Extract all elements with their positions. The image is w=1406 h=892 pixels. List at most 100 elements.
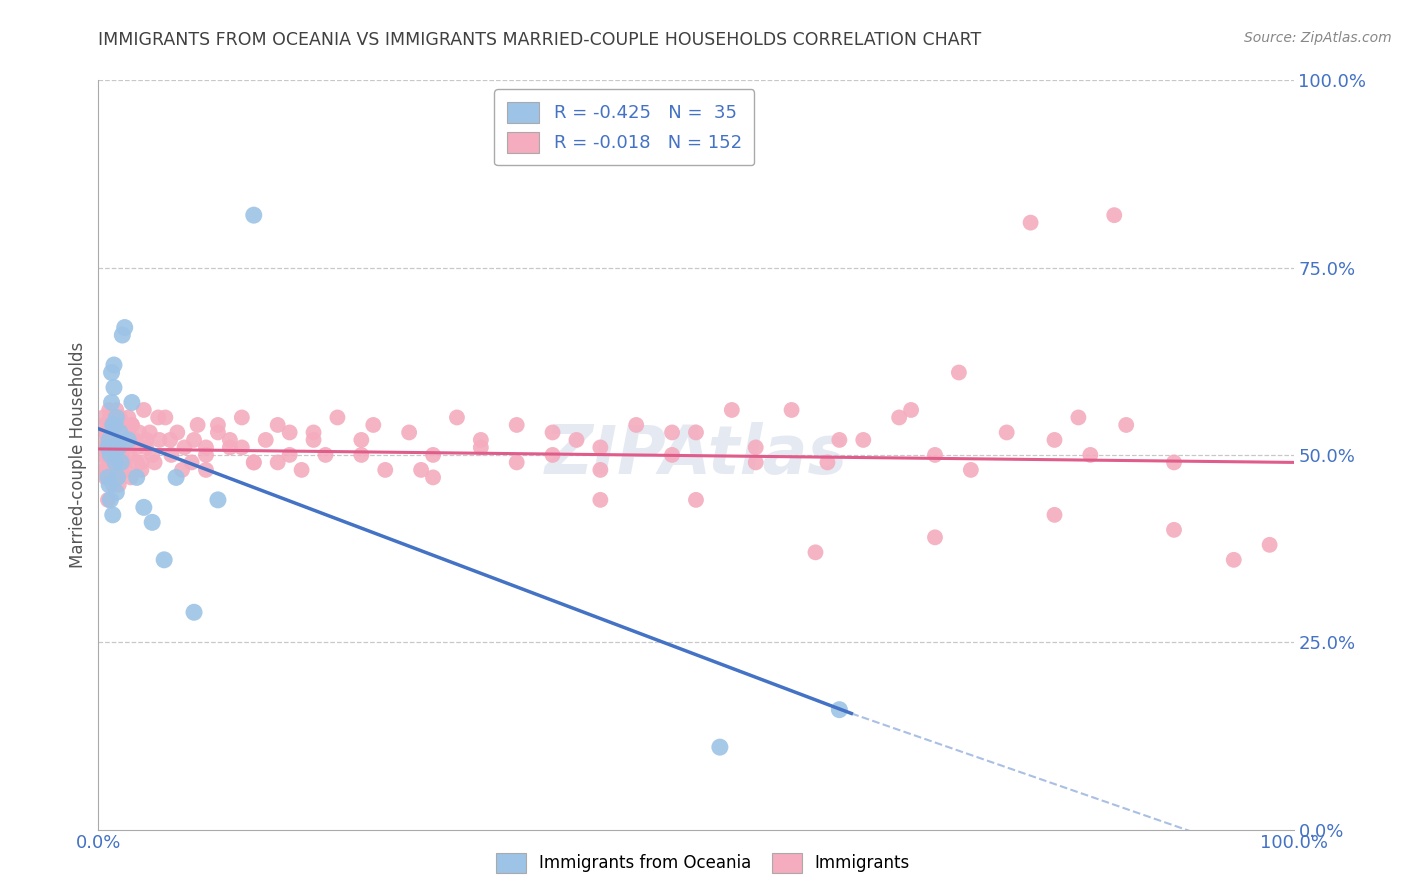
Point bbox=[565, 433, 588, 447]
Point bbox=[107, 470, 129, 484]
Point bbox=[219, 433, 242, 447]
Point bbox=[98, 478, 121, 492]
Point bbox=[180, 455, 202, 469]
Point bbox=[173, 441, 195, 455]
Point bbox=[107, 417, 129, 432]
Point bbox=[721, 403, 744, 417]
Point bbox=[94, 470, 117, 484]
Point bbox=[183, 605, 205, 619]
Point bbox=[889, 410, 911, 425]
Point bbox=[105, 410, 128, 425]
Point bbox=[107, 448, 129, 462]
Point bbox=[110, 425, 132, 440]
Text: Source: ZipAtlas.com: Source: ZipAtlas.com bbox=[1244, 31, 1392, 45]
Point bbox=[231, 441, 253, 455]
Point bbox=[254, 433, 277, 447]
Point bbox=[685, 492, 707, 507]
Point bbox=[131, 455, 153, 469]
Point bbox=[105, 425, 128, 440]
Point bbox=[231, 410, 253, 425]
Point bbox=[541, 425, 564, 440]
Point bbox=[128, 425, 150, 440]
Point bbox=[1019, 216, 1042, 230]
Point bbox=[101, 433, 124, 447]
Point bbox=[422, 448, 444, 462]
Point bbox=[148, 433, 170, 447]
Point bbox=[828, 703, 851, 717]
Point bbox=[98, 410, 122, 425]
Point bbox=[661, 425, 683, 440]
Point bbox=[117, 433, 139, 447]
Point bbox=[125, 441, 148, 455]
Point bbox=[589, 441, 612, 455]
Point bbox=[267, 417, 290, 432]
Point bbox=[98, 448, 122, 462]
Point bbox=[1080, 448, 1102, 462]
Point bbox=[96, 425, 118, 440]
Y-axis label: Married-couple Households: Married-couple Households bbox=[69, 342, 87, 568]
Point bbox=[960, 463, 983, 477]
Point bbox=[541, 448, 564, 462]
Point bbox=[422, 470, 444, 484]
Point bbox=[97, 433, 120, 447]
Point bbox=[315, 448, 337, 462]
Point bbox=[626, 417, 648, 432]
Point bbox=[374, 463, 396, 477]
Point bbox=[107, 425, 129, 440]
Point bbox=[302, 433, 325, 447]
Legend: R = -0.425   N =  35, R = -0.018   N = 152: R = -0.425 N = 35, R = -0.018 N = 152 bbox=[494, 89, 755, 165]
Point bbox=[96, 463, 118, 477]
Point bbox=[114, 455, 136, 469]
Point bbox=[105, 485, 128, 500]
Point bbox=[94, 425, 117, 440]
Point bbox=[103, 433, 125, 447]
Point bbox=[506, 455, 529, 469]
Point bbox=[195, 441, 218, 455]
Point bbox=[108, 441, 131, 455]
Point bbox=[1258, 538, 1281, 552]
Point bbox=[97, 433, 120, 447]
Point bbox=[121, 417, 143, 432]
Point bbox=[132, 500, 155, 515]
Point bbox=[350, 433, 373, 447]
Point bbox=[101, 478, 124, 492]
Point bbox=[112, 455, 135, 469]
Point bbox=[1067, 410, 1090, 425]
Point bbox=[111, 448, 134, 462]
Point bbox=[160, 448, 183, 462]
Point bbox=[111, 425, 134, 440]
Point bbox=[1043, 433, 1066, 447]
Point bbox=[121, 395, 143, 409]
Point bbox=[243, 208, 266, 222]
Legend: Immigrants from Oceania, Immigrants: Immigrants from Oceania, Immigrants bbox=[489, 847, 917, 880]
Point bbox=[1163, 523, 1185, 537]
Point bbox=[219, 441, 242, 455]
Point bbox=[98, 492, 122, 507]
Point bbox=[1223, 553, 1246, 567]
Point bbox=[183, 433, 205, 447]
Point bbox=[125, 470, 148, 484]
Point bbox=[100, 455, 122, 469]
Point bbox=[291, 463, 314, 477]
Point bbox=[104, 448, 127, 462]
Point bbox=[589, 463, 612, 477]
Point bbox=[91, 448, 114, 462]
Point bbox=[148, 410, 170, 425]
Point bbox=[91, 433, 114, 447]
Point bbox=[103, 380, 125, 394]
Point bbox=[195, 448, 218, 462]
Point bbox=[1163, 455, 1185, 469]
Point bbox=[93, 455, 115, 469]
Point bbox=[995, 425, 1018, 440]
Point bbox=[101, 417, 124, 432]
Point bbox=[93, 441, 115, 455]
Point bbox=[108, 425, 131, 440]
Point bbox=[107, 441, 129, 455]
Point bbox=[105, 403, 128, 417]
Point bbox=[100, 410, 122, 425]
Point bbox=[948, 366, 970, 380]
Point bbox=[104, 441, 127, 455]
Point bbox=[1115, 417, 1137, 432]
Point bbox=[745, 441, 768, 455]
Point bbox=[924, 448, 946, 462]
